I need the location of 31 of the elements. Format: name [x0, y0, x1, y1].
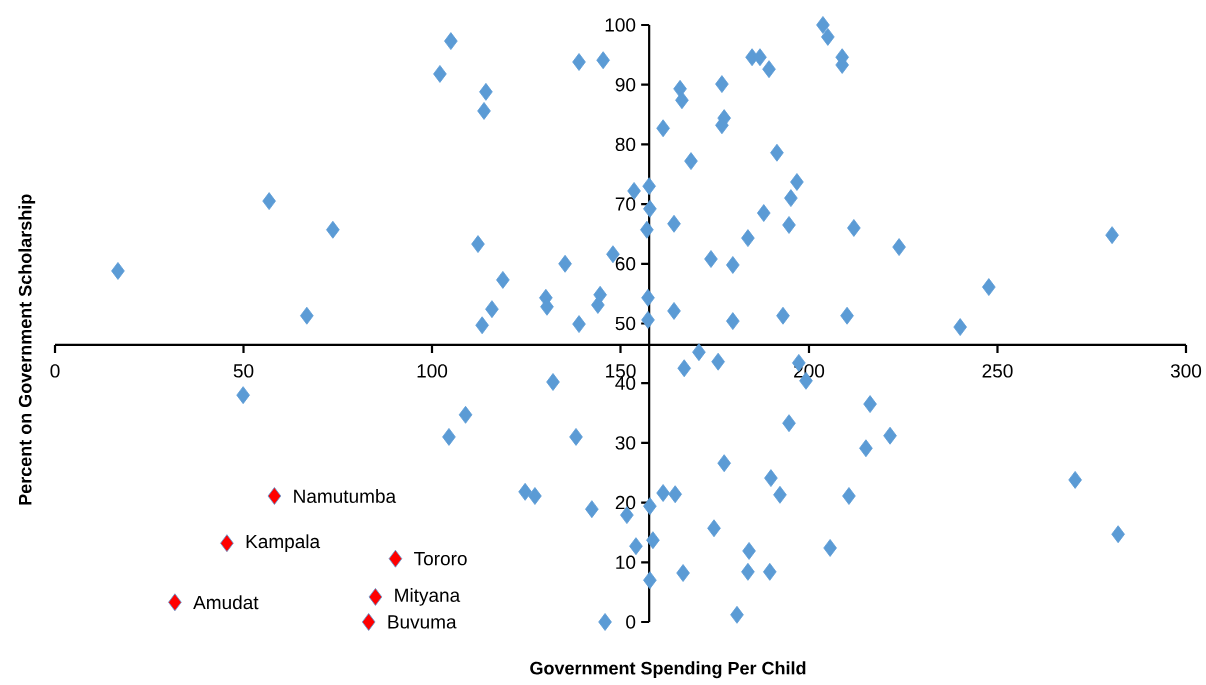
annotation: Buvuma [388, 615, 457, 629]
y-tick-label: 60 [615, 257, 636, 271]
y-tick-label: 10 [616, 555, 636, 570]
point [361, 613, 376, 631]
point [168, 593, 182, 612]
y-tick-label: 70 [615, 197, 636, 211]
x-tick-label: 250 [982, 364, 1013, 378]
x-tick-label: 300 [1170, 364, 1202, 378]
annotation: Mityana [395, 588, 461, 606]
x-tick-label: 0 [50, 364, 60, 378]
y-tick-label: 40 [615, 376, 636, 390]
x-tick-label: 150 [606, 364, 636, 378]
point [220, 534, 234, 553]
y-tick-label: 30 [615, 436, 636, 450]
point [388, 549, 403, 568]
annotation: Kampala [246, 534, 321, 553]
point [267, 487, 282, 505]
annotation: Namutumba [294, 489, 397, 503]
y-tick-label: 80 [615, 137, 636, 152]
x-tick-label: 100 [417, 364, 448, 378]
x-tick-label: 50 [233, 364, 254, 378]
y-axis-title: Percent on Government Scholarship [18, 194, 36, 505]
x-axis-title: Government Spending Per Child [530, 661, 806, 679]
y-tick-label: 90 [615, 77, 636, 92]
point [368, 588, 383, 606]
y-tick-label: 50 [615, 316, 636, 331]
y-tick-label: 0 [626, 615, 636, 629]
annotation: Tororo [414, 552, 467, 566]
y-tick-label: 20 [615, 495, 636, 510]
y-tick-label: 100 [605, 18, 636, 32]
annotation: Amudat [193, 595, 259, 610]
